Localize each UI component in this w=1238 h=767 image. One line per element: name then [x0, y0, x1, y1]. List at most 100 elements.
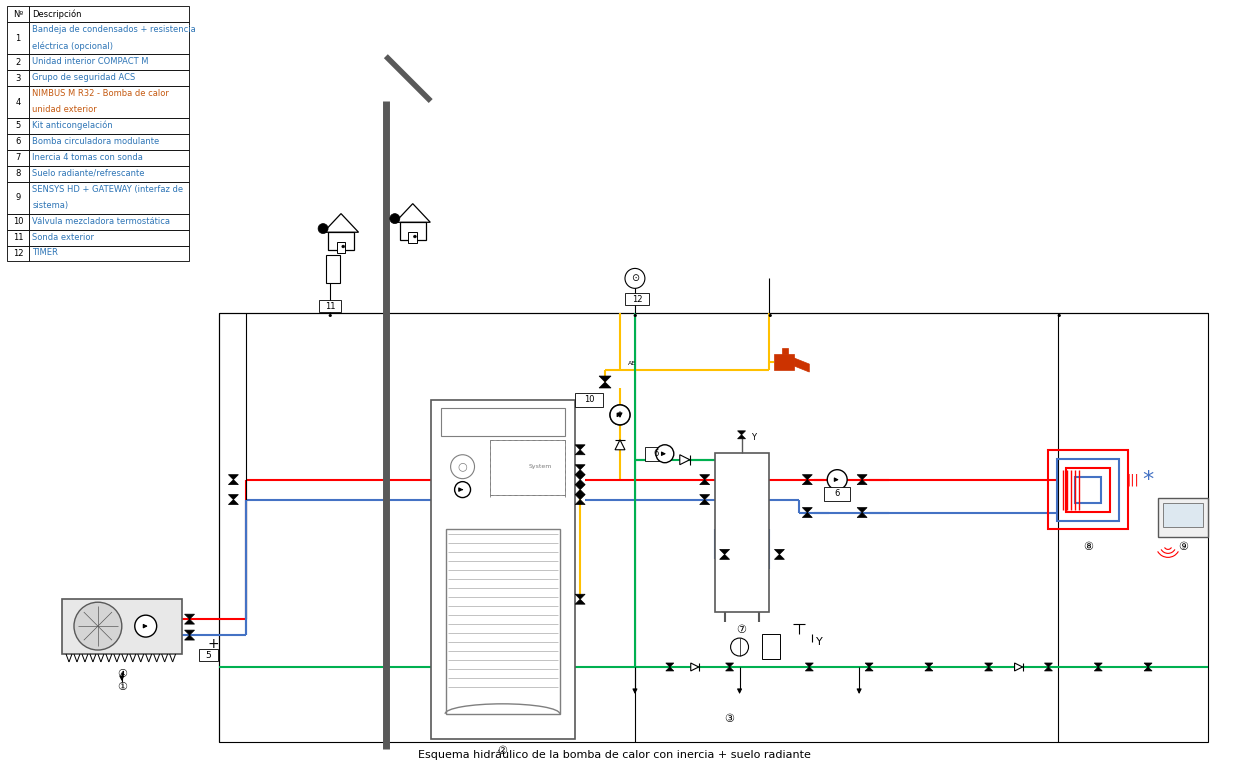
Text: ①: ①: [116, 682, 126, 692]
Polygon shape: [184, 635, 194, 640]
Polygon shape: [806, 667, 813, 671]
Text: sistema): sistema): [32, 201, 68, 209]
Text: Y: Y: [816, 637, 822, 647]
Text: 4: 4: [16, 97, 21, 107]
Polygon shape: [691, 663, 698, 671]
Bar: [30, 54, 188, 70]
Circle shape: [451, 455, 474, 479]
Polygon shape: [576, 489, 586, 495]
Polygon shape: [1094, 667, 1102, 671]
Polygon shape: [576, 599, 586, 604]
Bar: [30, 70, 188, 86]
Polygon shape: [184, 630, 194, 635]
Polygon shape: [699, 479, 709, 485]
Text: Descripción: Descripción: [32, 9, 82, 19]
Bar: [337, 242, 345, 253]
Polygon shape: [576, 449, 586, 455]
Polygon shape: [576, 469, 586, 475]
Text: TIMER: TIMER: [32, 249, 58, 258]
Bar: [431, 400, 576, 739]
Polygon shape: [229, 479, 239, 485]
Text: Bandeja de condensados + resistencia: Bandeja de condensados + resistencia: [32, 25, 196, 35]
Text: •: •: [327, 311, 333, 321]
Bar: [7, 245, 30, 262]
Text: ⑧: ⑧: [1083, 542, 1093, 552]
Polygon shape: [725, 667, 734, 671]
Polygon shape: [576, 495, 586, 499]
Bar: [763, 634, 780, 659]
Polygon shape: [184, 619, 194, 624]
Polygon shape: [615, 439, 625, 449]
Polygon shape: [802, 512, 812, 518]
Text: Inercia 4 tomas con sonda: Inercia 4 tomas con sonda: [32, 153, 144, 162]
Polygon shape: [725, 663, 734, 667]
Polygon shape: [795, 358, 810, 372]
Polygon shape: [576, 475, 586, 479]
Bar: [490, 439, 566, 495]
Bar: [198, 649, 218, 661]
Polygon shape: [775, 549, 785, 555]
Text: ⊙: ⊙: [631, 273, 639, 283]
Polygon shape: [738, 435, 745, 439]
Text: unidad exterior: unidad exterior: [32, 105, 97, 114]
Bar: [441, 408, 566, 436]
Bar: [714, 453, 770, 612]
Bar: [7, 86, 30, 118]
Bar: [30, 150, 188, 166]
Polygon shape: [699, 475, 709, 479]
Text: SENSYS HD + GATEWAY (interfaz de: SENSYS HD + GATEWAY (interfaz de: [32, 185, 183, 194]
Polygon shape: [857, 475, 867, 479]
Circle shape: [610, 405, 630, 425]
Polygon shape: [576, 479, 586, 485]
Polygon shape: [229, 475, 239, 479]
Polygon shape: [1094, 663, 1102, 667]
Polygon shape: [576, 499, 586, 505]
Polygon shape: [576, 485, 586, 489]
Text: ②: ②: [498, 746, 508, 755]
Polygon shape: [576, 445, 586, 449]
Bar: [7, 150, 30, 166]
Circle shape: [74, 602, 121, 650]
Polygon shape: [857, 512, 867, 518]
Bar: [7, 22, 30, 54]
Circle shape: [625, 268, 645, 288]
Bar: [30, 22, 188, 54]
Text: 10: 10: [584, 396, 594, 404]
Text: +: +: [208, 637, 219, 651]
Text: ⑨: ⑨: [1177, 542, 1188, 552]
Text: System: System: [529, 464, 552, 469]
Text: 8: 8: [16, 170, 21, 178]
Text: eléctrica (opcional): eléctrica (opcional): [32, 41, 113, 51]
Text: 3: 3: [16, 74, 21, 83]
Text: Sonda exterior: Sonda exterior: [32, 232, 94, 242]
Bar: [30, 166, 188, 182]
Bar: [7, 70, 30, 86]
Bar: [30, 182, 188, 214]
Bar: [326, 255, 340, 283]
Text: 5: 5: [16, 121, 21, 130]
Text: •: •: [766, 311, 773, 321]
Text: •: •: [631, 311, 639, 321]
Bar: [30, 86, 188, 118]
Text: *: *: [1143, 469, 1154, 489]
Text: 6: 6: [654, 449, 659, 458]
Bar: [7, 182, 30, 214]
Circle shape: [390, 214, 400, 224]
Polygon shape: [1015, 663, 1023, 671]
Text: 12: 12: [12, 249, 24, 258]
Polygon shape: [1045, 667, 1052, 671]
Circle shape: [730, 638, 749, 656]
Text: Kit anticongelación: Kit anticongelación: [32, 121, 113, 130]
Polygon shape: [576, 594, 586, 599]
Text: ③: ③: [724, 714, 734, 724]
Polygon shape: [865, 663, 873, 667]
Polygon shape: [984, 663, 993, 667]
Polygon shape: [775, 354, 795, 370]
Bar: [625, 293, 649, 305]
Text: 9: 9: [16, 193, 21, 202]
Text: 11: 11: [324, 301, 335, 311]
Bar: [1162, 502, 1203, 528]
Text: 12: 12: [631, 295, 643, 304]
Text: 5: 5: [206, 650, 212, 660]
Polygon shape: [925, 667, 933, 671]
